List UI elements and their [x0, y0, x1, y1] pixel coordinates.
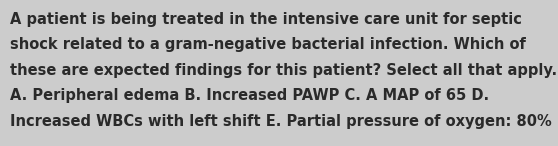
Text: A patient is being treated in the intensive care unit for septic: A patient is being treated in the intens…	[10, 12, 522, 27]
Text: Increased WBCs with left shift E. Partial pressure of oxygen: 80%: Increased WBCs with left shift E. Partia…	[10, 114, 552, 129]
Text: A. Peripheral edema B. Increased PAWP C. A MAP of 65 D.: A. Peripheral edema B. Increased PAWP C.…	[10, 88, 489, 103]
Text: shock related to a gram-negative bacterial infection. Which of: shock related to a gram-negative bacteri…	[10, 37, 526, 52]
Text: these are expected findings for this patient? Select all that apply.: these are expected findings for this pat…	[10, 63, 557, 78]
